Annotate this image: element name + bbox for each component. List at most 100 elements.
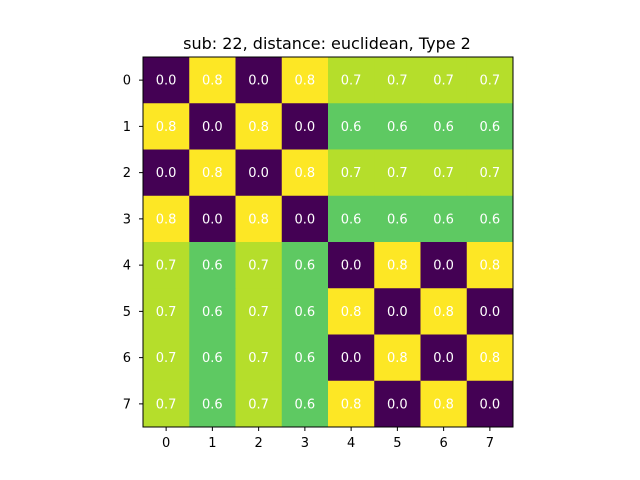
heatmap-cell-r3-c0 [143,195,190,243]
heatmap-cell-r0-c7 [466,57,514,104]
cell-value-label-r3-c1: 0.0 [202,212,223,227]
cell-value-label-r7-c1: 0.6 [202,397,223,412]
cell-value-label-r6-c0: 0.7 [156,351,177,366]
x-tick-label-6: 6 [439,436,447,451]
heatmap-cell-r3-c7 [466,195,514,243]
cell-value-label-r3-c5: 0.6 [387,212,408,227]
cell-value-label-r7-c4: 0.8 [341,397,362,412]
heatmap-cell-r3-c5 [374,195,421,243]
cell-value-label-r0-c3: 0.8 [295,74,316,89]
x-tick-label-1: 1 [208,436,216,451]
cell-value-label-r2-c6: 0.7 [433,166,454,181]
heatmap-cell-r7-c7 [466,380,514,428]
heatmap-cell-r4-c0 [143,242,190,289]
heatmap-cell-r6-c1 [189,334,236,382]
cell-value-label-r2-c1: 0.8 [202,166,223,181]
cell-value-label-r1-c0: 0.8 [156,120,177,135]
cell-value-label-r4-c6: 0.0 [433,259,454,274]
cell-value-label-r2-c0: 0.0 [156,166,177,181]
cell-value-label-r4-c1: 0.6 [202,259,223,274]
heatmap-cell-r2-c1 [189,149,236,197]
heatmap-cell-r1-c1 [189,103,236,150]
cell-value-label-r2-c4: 0.7 [341,166,362,181]
cell-value-label-r1-c5: 0.6 [387,120,408,135]
heatmap-cell-r3-c4 [328,195,375,243]
heatmap-cell-r4-c4 [328,242,375,289]
heatmap-cell-r7-c1 [189,380,236,428]
heatmap-cell-r6-c2 [235,334,283,382]
heatmap-cells [143,57,514,428]
heatmap-cell-r5-c3 [281,288,329,335]
heatmap-cell-r4-c3 [281,242,329,289]
heatmap-cell-r1-c5 [374,103,421,150]
cell-value-label-r0-c2: 0.0 [248,74,269,89]
heatmap-cell-r2-c4 [328,149,375,197]
heatmap-cell-r4-c2 [235,242,283,289]
heatmap-cell-r3-c2 [235,195,283,243]
heatmap-cell-r5-c1 [189,288,236,335]
y-tick-label-4: 4 [123,259,131,274]
cell-value-label-r6-c1: 0.6 [202,351,223,366]
heatmap-cell-r0-c6 [420,57,468,104]
cell-value-label-r5-c0: 0.7 [156,305,177,320]
cell-value-label-r3-c0: 0.8 [156,212,177,227]
cell-value-label-r5-c5: 0.0 [387,305,408,320]
cell-value-label-r7-c0: 0.7 [156,397,177,412]
heatmap-cell-r4-c5 [374,242,421,289]
heatmap-cell-r0-c0 [143,57,190,104]
cell-value-label-r5-c6: 0.8 [433,305,454,320]
cell-value-label-r3-c3: 0.0 [295,212,316,227]
cell-value-label-r2-c5: 0.7 [387,166,408,181]
heatmap-cell-r2-c5 [374,149,421,197]
cell-value-label-r1-c1: 0.0 [202,120,223,135]
heatmap-cell-r0-c4 [328,57,375,104]
heatmap-cell-r4-c6 [420,242,468,289]
y-tick-label-0: 0 [123,74,131,89]
cell-value-label-r6-c6: 0.0 [433,351,454,366]
x-tick-label-2: 2 [254,436,262,451]
cell-value-label-r0-c7: 0.7 [480,74,501,89]
cell-value-label-r3-c6: 0.6 [433,212,454,227]
heatmap-cell-r4-c1 [189,242,236,289]
x-tick-label-4: 4 [347,436,355,451]
heatmap-cell-r2-c2 [235,149,283,197]
heatmap-cell-r1-c6 [420,103,468,150]
cell-value-label-r1-c6: 0.6 [433,120,454,135]
x-tick-label-7: 7 [486,436,494,451]
heatmap-cell-r6-c4 [328,334,375,382]
heatmap-cell-r1-c3 [281,103,329,150]
cell-value-label-r5-c1: 0.6 [202,305,223,320]
cell-value-label-r0-c6: 0.7 [433,74,454,89]
cell-value-label-r3-c4: 0.6 [341,212,362,227]
cell-value-label-r4-c7: 0.8 [480,259,501,274]
cell-value-label-r1-c7: 0.6 [480,120,501,135]
heatmap-cell-r7-c6 [420,380,468,428]
cell-value-label-r4-c5: 0.8 [387,259,408,274]
heatmap-cell-r0-c1 [189,57,236,104]
heatmap-cell-r7-c3 [281,380,329,428]
cell-value-label-r6-c4: 0.0 [341,351,362,366]
y-tick-label-1: 1 [123,120,131,135]
heatmap-cell-r3-c3 [281,195,329,243]
heatmap-cell-r5-c2 [235,288,283,335]
heatmap-cell-r1-c2 [235,103,283,150]
heatmap-cell-r7-c5 [374,380,421,428]
cell-value-label-r4-c3: 0.6 [295,259,316,274]
heatmap-cell-r6-c3 [281,334,329,382]
heatmap-cell-r5-c0 [143,288,190,335]
heatmap-cell-r5-c4 [328,288,375,335]
heatmap-cell-r5-c6 [420,288,468,335]
y-tick-label-7: 7 [123,397,131,412]
cell-value-label-r0-c0: 0.0 [156,74,177,89]
x-axis: 0 1 2 3 4 5 6 7 [162,427,494,451]
cell-value-label-r7-c7: 0.0 [480,397,501,412]
heatmap-cell-r5-c5 [374,288,421,335]
chart-title: sub: 22, distance: euclidean, Type 2 [183,34,471,53]
cell-value-label-r3-c2: 0.8 [248,212,269,227]
cell-value-label-r5-c4: 0.8 [341,305,362,320]
cell-value-label-r2-c7: 0.7 [480,166,501,181]
heatmap-cell-r6-c7 [466,334,514,382]
cell-value-label-r1-c4: 0.6 [341,120,362,135]
cell-value-label-r7-c2: 0.7 [248,397,269,412]
